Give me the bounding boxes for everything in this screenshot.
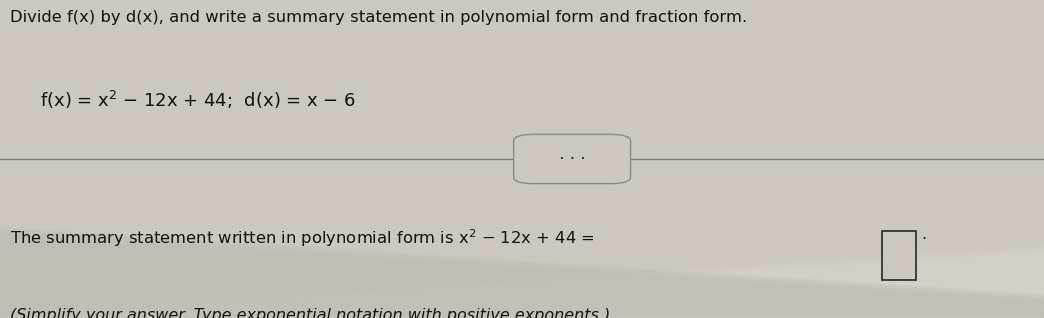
FancyBboxPatch shape — [514, 134, 631, 184]
Text: .: . — [921, 227, 926, 242]
Text: f(x) = x$^{2}$ $-$ 12x + 44;  d(x) = x $-$ 6: f(x) = x$^{2}$ $-$ 12x + 44; d(x) = x $-… — [40, 89, 356, 111]
FancyBboxPatch shape — [882, 231, 916, 280]
Text: Divide f(x) by d(x), and write a summary statement in polynomial form and fracti: Divide f(x) by d(x), and write a summary… — [10, 10, 748, 24]
Text: The summary statement written in polynomial form is x$^{2}$ $-$ 12x + 44 =: The summary statement written in polynom… — [10, 227, 595, 249]
Text: ·  ·  ·: · · · — [560, 154, 585, 164]
Text: (Simplify your answer. Type exponential notation with positive exponents.): (Simplify your answer. Type exponential … — [10, 308, 611, 318]
